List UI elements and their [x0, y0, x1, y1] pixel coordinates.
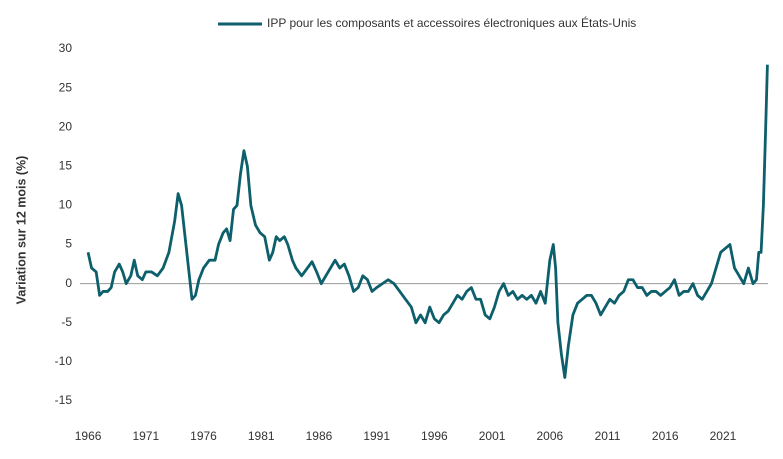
- y-tick-label: 20: [59, 119, 73, 133]
- x-tick-label: 1976: [190, 429, 217, 443]
- y-tick-label: -5: [61, 315, 72, 329]
- y-tick-label: 10: [59, 198, 73, 212]
- x-tick-label: 1966: [75, 429, 102, 443]
- y-tick-label: 15: [59, 159, 73, 173]
- y-tick-label: -10: [55, 354, 73, 368]
- x-tick-label: 2021: [710, 429, 737, 443]
- x-tick-label: 1981: [248, 429, 275, 443]
- legend-label: IPP pour les composants et accessoires é…: [267, 15, 636, 30]
- x-tick-label: 2001: [479, 429, 506, 443]
- y-tick-label: 5: [65, 237, 72, 251]
- y-axis-label: Variation sur 12 mois (%): [14, 156, 28, 305]
- x-tick-label: 2011: [595, 429, 621, 443]
- y-tick-label: 25: [59, 80, 73, 94]
- x-tick-label: 2016: [652, 429, 679, 443]
- y-tick-label: -15: [55, 393, 73, 407]
- x-tick-label: 1971: [132, 429, 159, 443]
- data-line: [86, 64, 769, 379]
- x-tick-label: 1986: [306, 429, 333, 443]
- y-tick-label: 0: [65, 276, 72, 290]
- y-tick-label: 30: [59, 41, 73, 55]
- x-tick-label: 1996: [421, 429, 448, 443]
- x-tick-label: 1991: [363, 429, 390, 443]
- x-tick-label: 2006: [536, 429, 563, 443]
